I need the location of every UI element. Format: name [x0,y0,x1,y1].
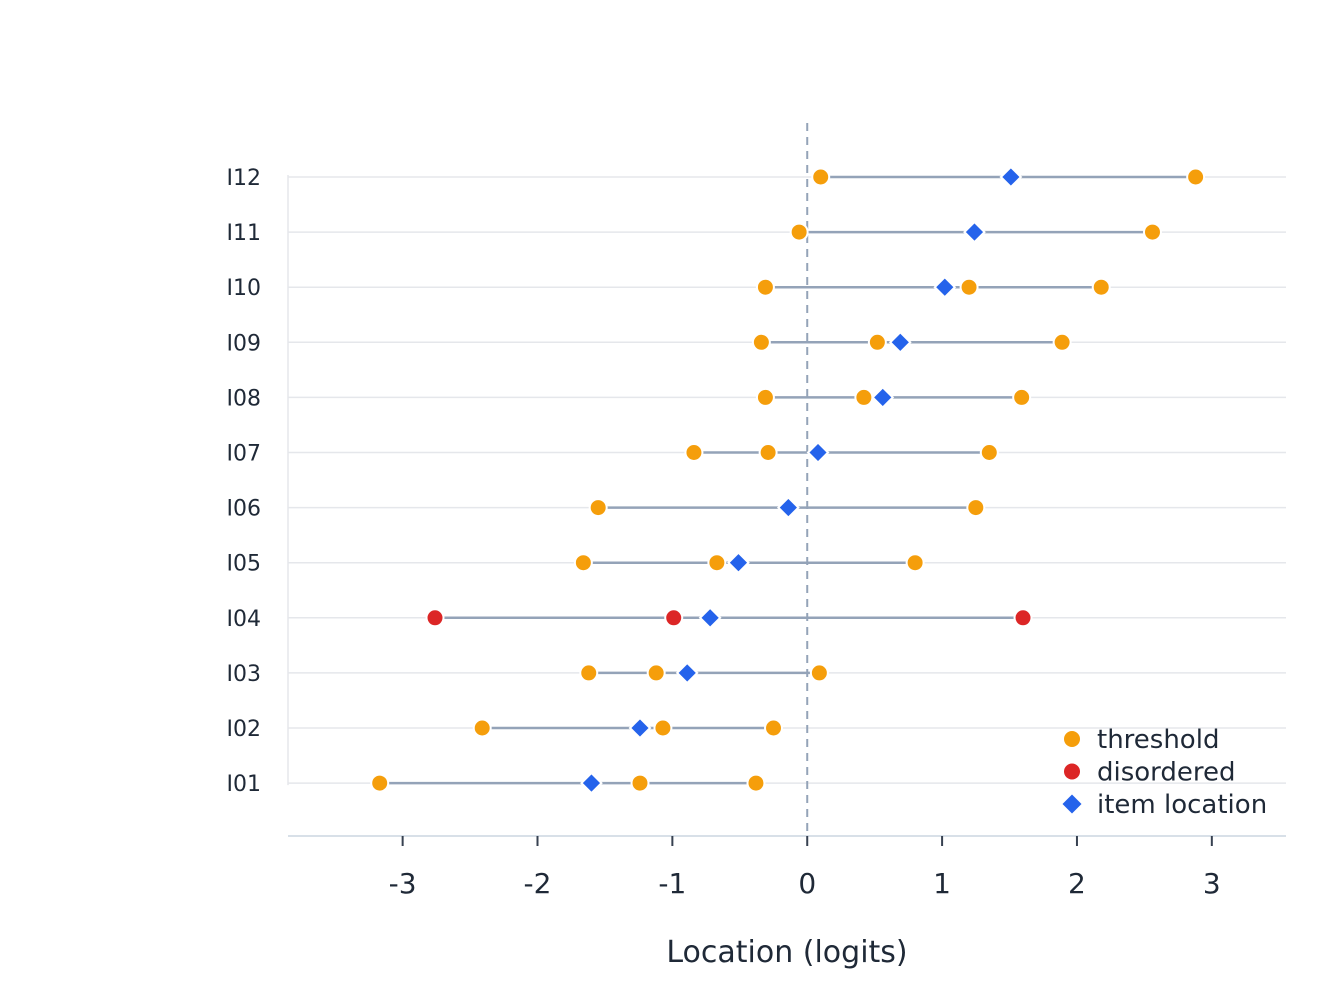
threshold-ranges [379,175,1196,785]
threshold-point-i02-2 [653,718,673,738]
item-location-i02 [628,716,652,740]
x-tick-label: -3 [389,867,417,900]
legend-marker-item-location [1062,794,1082,814]
threshold-point-i09-1 [751,332,771,352]
item-location-i08 [871,385,895,409]
threshold-point-i02-3 [764,718,784,738]
threshold-point-i01-3 [746,773,766,793]
item-label-i12: I12 [227,166,261,191]
threshold-point-i07-1 [684,443,704,462]
item-label-i07: I07 [227,442,261,467]
threshold-point-i01-1 [370,773,390,793]
x-axis: -3 -2 -1 0 1 2 3 [288,835,1286,900]
item-location-i06 [776,496,800,520]
threshold-point-i08-1 [755,387,775,407]
threshold-point-i11-2 [1142,222,1162,242]
threshold-point-i02-1 [472,718,492,738]
gridlines [287,175,1286,786]
item-location-i09 [888,330,912,354]
threshold-point-i03-1 [579,663,599,683]
item-labels: I01 I02 I03 I04 I05 I06 I07 I08 I09 I10 I11 I12 [227,166,261,797]
item-location-i04 [698,606,722,630]
item-label-i11: I11 [227,221,261,246]
disordered-threshold-i04-3 [1013,608,1033,628]
item-location-i11 [963,220,986,244]
x-tick-label: 0 [798,867,816,900]
item-label-i10: I10 [227,276,261,301]
threshold-point-i05-2 [707,553,727,573]
item-location-i07 [806,441,830,464]
item-label-i03: I03 [227,662,261,687]
threshold-point-i05-1 [573,553,593,573]
threshold-point-i10-1 [755,277,775,297]
threshold-point-i11-1 [789,222,809,242]
item-location-i01 [580,771,603,795]
item-location-i05 [727,551,750,575]
threshold-point-i07-3 [979,443,999,462]
x-axis-title: Location (logits) [666,935,907,970]
threshold-point-i09-3 [1052,332,1072,352]
legend-label-threshold: threshold [1097,725,1219,755]
item-label-i01: I01 [227,772,261,797]
threshold-point-i06-1 [588,498,608,518]
x-tick-label: -1 [658,867,686,900]
x-tick-label: -2 [524,867,552,900]
threshold-point-i12-1 [811,167,831,187]
threshold-point-i08-3 [1012,387,1032,407]
threshold-point-i07-2 [758,443,778,462]
threshold-point-i09-2 [867,332,887,352]
x-tick-label: 2 [1068,867,1086,900]
legend-marker-disordered [1064,763,1080,780]
threshold-point-i03-2 [646,663,666,683]
item-location-i12 [999,165,1023,189]
legend-label-disordered: disordered [1097,758,1236,788]
item-label-i09: I09 [227,331,261,356]
item-label-i05: I05 [227,552,261,577]
disordered-threshold-i04-2 [664,608,684,628]
legend-marker-threshold [1064,731,1080,747]
item-label-i08: I08 [227,386,261,411]
x-tick-label: 1 [933,867,951,900]
threshold-point-i10-2 [959,277,979,297]
item-label-i02: I02 [227,717,261,742]
threshold-point-i01-2 [630,773,650,793]
threshold-point-i08-2 [854,387,874,407]
threshold-point-i03-3 [809,663,829,683]
disordered-threshold-i04-1 [425,608,445,628]
item-label-i04: I04 [227,607,261,632]
threshold-point-i10-3 [1091,277,1111,297]
threshold-point-i06-2 [966,498,986,518]
markers [370,165,1206,795]
item-location-i03 [675,661,699,685]
threshold-point-i05-3 [905,553,925,573]
item-label-i06: I06 [227,497,261,522]
item-location-i10 [933,275,957,299]
legend-label-item-location: item location [1097,790,1267,820]
x-tick-label: 3 [1203,867,1221,900]
threshold-point-i12-2 [1186,167,1206,187]
